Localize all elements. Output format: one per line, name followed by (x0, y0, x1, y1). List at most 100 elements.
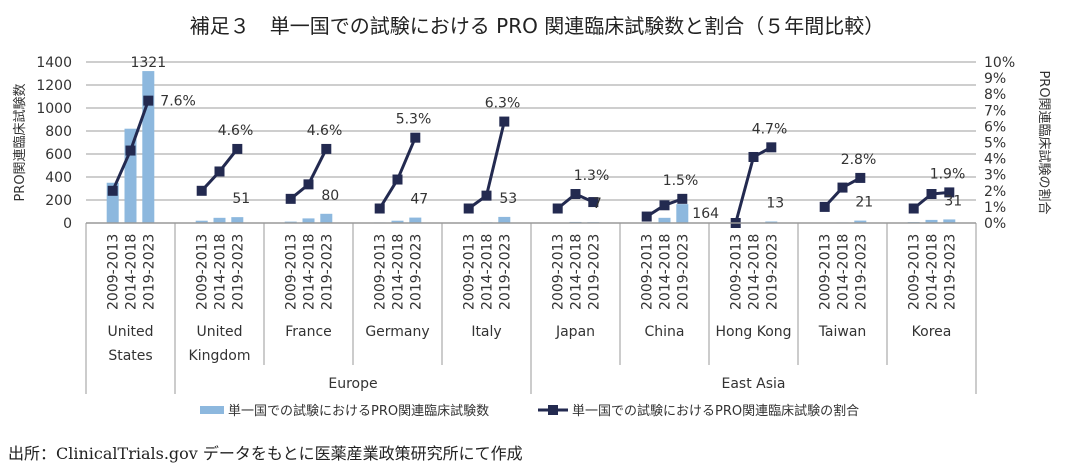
bar-china-2014-2018 (658, 217, 671, 223)
bar-data-label: 1321 (130, 55, 166, 71)
y-tick-label: 1000 (36, 101, 72, 117)
y2-tick-label: 5% (984, 136, 1006, 152)
line-data-label: 4.6% (307, 123, 343, 139)
period-label: 2014-2018 (391, 234, 407, 310)
ratio-marker (392, 174, 403, 185)
y2-tick-label: 1% (984, 200, 1006, 216)
period-label: 2014-2018 (480, 234, 496, 310)
ratio-marker (908, 203, 919, 214)
bar-france-2019-2023 (320, 213, 333, 223)
y-tick-label: 0 (63, 216, 72, 232)
ratio-marker (944, 187, 955, 198)
region-label: East Asia (722, 376, 786, 392)
bar-data-label: 21 (855, 195, 873, 211)
line-data-label: 1.5% (663, 173, 699, 189)
period-label: 2014-2018 (569, 234, 585, 310)
period-label: 2009-2013 (284, 234, 300, 310)
bar-united-kingdom-2019-2023 (231, 217, 244, 223)
y-tick-label: 1200 (36, 78, 72, 94)
country-label: States (108, 348, 152, 364)
ratio-marker (552, 203, 563, 214)
country-label: Taiwan (818, 324, 867, 340)
y-axis-label: PRO関連臨床試験数 (12, 83, 28, 201)
y-tick-label: 1400 (36, 55, 72, 71)
y2-tick-label: 8% (984, 87, 1006, 103)
period-label: 2009-2013 (907, 234, 923, 310)
period-label: 2014-2018 (836, 234, 852, 310)
y2-axis-label: PRO関連臨床試験の割合 (1036, 70, 1052, 214)
ratio-marker (499, 116, 510, 127)
bar-data-label: 13 (766, 196, 784, 212)
bar-germany-2019-2023 (409, 217, 422, 223)
country-label: United (108, 324, 154, 340)
y2-tick-label: 3% (984, 168, 1006, 184)
country-label: Italy (471, 324, 501, 340)
legend-bar-swatch (200, 406, 224, 414)
ratio-marker (463, 203, 474, 214)
bar-data-label: 51 (232, 191, 250, 207)
period-label: 2009-2013 (195, 234, 211, 310)
line-data-label: 1.9% (930, 166, 966, 182)
region-label: Europe (328, 376, 377, 392)
period-label: 2014-2018 (213, 234, 229, 310)
ratio-marker (143, 95, 154, 106)
line-data-label: 1.3% (574, 168, 610, 184)
y2-tick-label: 0% (984, 216, 1006, 232)
ratio-marker (748, 151, 759, 162)
period-label: 2009-2013 (640, 234, 656, 310)
chart-title: 補足３ 単一国での試験における PRO 関連臨床試験数と割合（５年間比較） (189, 14, 885, 38)
period-label: 2019-2023 (942, 234, 958, 310)
period-label: 2019-2023 (853, 234, 869, 310)
ratio-marker (196, 185, 207, 196)
period-label: 2019-2023 (764, 234, 780, 310)
country-label: China (645, 324, 685, 340)
period-label: 2019-2023 (141, 234, 157, 310)
line-data-label: 6.3% (485, 96, 521, 112)
ratio-marker (570, 189, 581, 200)
y-tick-label: 400 (45, 170, 72, 186)
ratio-marker (285, 193, 296, 204)
line-data-label: 4.7% (752, 121, 788, 137)
y2-tick-label: 6% (984, 119, 1006, 135)
ratio-marker (214, 166, 225, 177)
ratio-marker (125, 145, 136, 156)
ratio-marker (766, 142, 777, 153)
ratio-marker (641, 211, 652, 222)
period-label: 2019-2023 (408, 234, 424, 310)
bar-data-label: 53 (499, 191, 517, 207)
chart-svg: 02004006008001000120014000%1%2%3%4%5%6%7… (12, 55, 1052, 419)
ratio-marker (481, 190, 492, 201)
country-label: Hong Kong (715, 324, 791, 340)
ratio-marker (374, 203, 385, 214)
y2-tick-label: 4% (984, 152, 1006, 168)
y2-tick-label: 10% (984, 55, 1015, 71)
period-label: 2014-2018 (302, 234, 318, 310)
y2-tick-label: 7% (984, 103, 1006, 119)
period-label: 2014-2018 (658, 234, 674, 310)
bar-germany-2014-2018 (391, 220, 404, 223)
period-label: 2009-2013 (729, 234, 745, 310)
ratio-marker (819, 201, 830, 212)
bar-taiwan-2019-2023 (854, 220, 867, 223)
period-label: 2009-2013 (373, 234, 389, 310)
country-label: Kingdom (189, 348, 251, 364)
ratio-marker (588, 197, 599, 208)
country-label: France (285, 324, 332, 340)
bar-korea-2014-2018 (925, 219, 938, 223)
period-label: 2014-2018 (124, 234, 140, 310)
country-label: Korea (912, 324, 952, 340)
country-label: United (197, 324, 243, 340)
ratio-marker (677, 193, 688, 204)
line-data-label: 7.6% (160, 94, 196, 110)
bar-italy-2019-2023 (498, 216, 511, 223)
y2-tick-label: 2% (984, 184, 1006, 200)
bar-data-label: 47 (410, 192, 428, 208)
country-label: Germany (365, 324, 429, 340)
ratio-marker (855, 172, 866, 183)
period-label: 2019-2023 (497, 234, 513, 310)
period-label: 2019-2023 (230, 234, 246, 310)
ratio-marker (659, 200, 670, 211)
period-label: 2009-2013 (818, 234, 834, 310)
line-data-label: 5.3% (396, 112, 432, 128)
bar-data-label: 7 (593, 196, 602, 212)
